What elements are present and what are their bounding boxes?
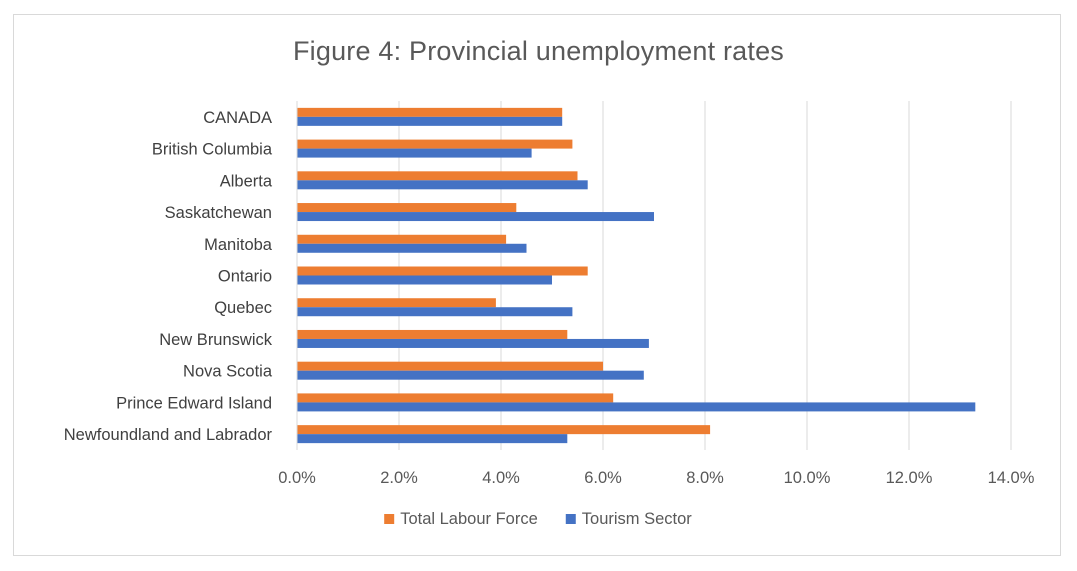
bar-tourism-sector [297, 307, 573, 317]
gridlines [398, 101, 1012, 450]
bar-tourism-sector [297, 243, 527, 253]
bars [297, 107, 976, 444]
x-tick-label: 0.0% [278, 469, 316, 487]
category-label: Newfoundland and Labrador [64, 426, 273, 444]
category-label: Alberta [220, 172, 273, 190]
x-tick-label: 2.0% [380, 469, 418, 487]
bar-tourism-sector [297, 212, 654, 222]
legend-label: Tourism Sector [582, 510, 693, 528]
bar-tourism-sector [297, 275, 552, 285]
category-label: CANADA [203, 109, 272, 127]
legend-swatch [384, 514, 395, 524]
category-label: Manitoba [204, 236, 273, 254]
bar-total-labour-force [297, 203, 517, 213]
legend-label: Total Labour Force [400, 510, 538, 528]
legend: Total Labour Force Tourism Sector [384, 510, 692, 528]
category-labels: CANADA British Columbia Alberta Saskatchewa… [64, 109, 273, 444]
x-tick-label: 8.0% [686, 469, 724, 487]
bar-total-labour-force [297, 266, 588, 276]
category-label: Ontario [218, 268, 272, 286]
bar-total-labour-force [297, 425, 711, 435]
bar-tourism-sector [297, 338, 649, 348]
chart-title: Figure 4: Provincial unemployment rates [292, 36, 785, 66]
bar-total-labour-force [297, 234, 507, 244]
bar-tourism-sector [297, 116, 563, 126]
bar-total-labour-force [297, 171, 578, 181]
bar-total-labour-force [297, 393, 614, 403]
bar-total-labour-force [297, 298, 496, 308]
x-tick-label: 12.0% [886, 469, 933, 487]
bar-total-labour-force [297, 329, 568, 339]
category-label: British Columbia [152, 141, 273, 159]
category-label: Nova Scotia [183, 363, 273, 381]
category-label: Prince Edward Island [116, 394, 272, 412]
category-label: New Brunswick [159, 331, 273, 349]
x-tick-label: 6.0% [584, 469, 622, 487]
x-tick-labels: 0.0% 2.0% 4.0% 6.0% 8.0% 10.0% 12.0% 14.0% [278, 469, 1035, 487]
bar-tourism-sector [297, 180, 588, 190]
bar-tourism-sector [297, 402, 976, 412]
bar-tourism-sector [297, 434, 568, 444]
chart-frame [13, 14, 1061, 556]
x-tick-label: 4.0% [482, 469, 520, 487]
bar-tourism-sector [297, 370, 644, 380]
bar-tourism-sector [297, 148, 532, 158]
x-tick-label: 10.0% [784, 469, 831, 487]
bar-total-labour-force [297, 107, 563, 117]
category-label: Quebec [214, 299, 272, 317]
bar-total-labour-force [297, 361, 603, 371]
bar-total-labour-force [297, 139, 573, 149]
x-tick-label: 14.0% [988, 469, 1035, 487]
legend-swatch [565, 514, 576, 524]
category-label: Saskatchewan [165, 204, 272, 222]
